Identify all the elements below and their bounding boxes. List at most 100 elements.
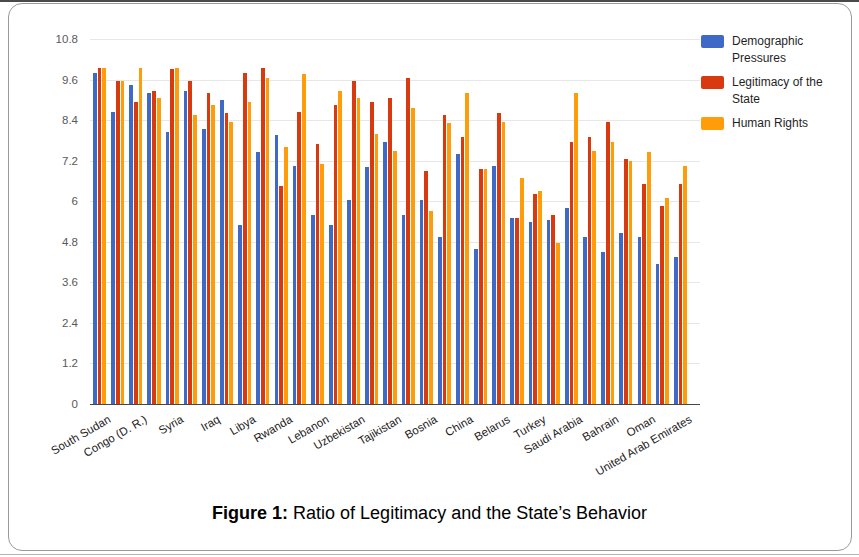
y-axis-tick-label: 2.4	[40, 317, 78, 329]
x-axis-category-label: China	[443, 413, 475, 438]
bar	[601, 252, 605, 404]
bar	[402, 215, 406, 404]
legend-item-demographic-pressures: Demographic Pressures	[701, 33, 839, 67]
bar	[420, 200, 424, 404]
bar	[375, 134, 379, 404]
bar	[316, 144, 320, 404]
y-axis-tick-label: 8.4	[40, 114, 78, 126]
bar	[338, 91, 342, 404]
legend-label: Demographic Pressures	[732, 33, 839, 67]
bar	[647, 152, 651, 404]
bar	[207, 93, 211, 404]
bar	[93, 73, 97, 404]
bar	[660, 206, 664, 404]
legend-swatch-human-rights-icon	[701, 117, 724, 130]
bar	[256, 152, 260, 404]
bar	[547, 220, 551, 404]
bar	[211, 105, 215, 404]
bar	[551, 215, 555, 404]
bar	[510, 218, 514, 404]
bar	[665, 198, 669, 404]
bar	[284, 147, 288, 404]
bar	[261, 68, 265, 404]
legend-swatch-demographic-pressures-icon	[701, 35, 724, 48]
bar	[229, 122, 233, 404]
bar	[129, 85, 133, 404]
bar	[248, 102, 252, 404]
bar	[565, 208, 569, 404]
bar	[243, 73, 247, 404]
bar	[592, 151, 596, 404]
x-axis-category-label: Congo (D. R.)	[81, 413, 148, 459]
legend-label: Human Rights	[732, 115, 808, 132]
bar	[574, 93, 578, 404]
bar	[624, 159, 628, 404]
chart-legend: Demographic Pressures Legitimacy of the …	[701, 33, 839, 139]
x-axis-category-label: Belarus	[472, 413, 512, 443]
x-axis-category-label: Syria	[156, 413, 185, 436]
bar	[116, 81, 120, 404]
y-axis-tick-label: 7.2	[40, 155, 78, 167]
bar	[388, 98, 392, 404]
caption-text: Ratio of Legitimacy and the State’s Beha…	[293, 503, 647, 523]
bar	[175, 68, 179, 404]
bar	[297, 112, 301, 404]
bar	[238, 225, 242, 404]
bar	[225, 113, 229, 404]
bar	[320, 164, 324, 404]
bar	[447, 123, 451, 404]
bar	[619, 233, 623, 404]
gridline	[90, 80, 700, 81]
bar	[111, 112, 115, 404]
bar	[411, 108, 415, 404]
x-axis-baseline	[90, 404, 700, 405]
bar	[370, 102, 374, 404]
bar	[220, 100, 224, 404]
bar	[393, 151, 397, 404]
bar	[497, 113, 501, 404]
bar	[570, 142, 574, 404]
bar	[474, 249, 478, 404]
y-axis-tick-label: 10.8	[40, 33, 78, 45]
bar	[202, 129, 206, 404]
bar	[484, 169, 488, 404]
bar	[184, 91, 188, 404]
bar	[674, 257, 678, 404]
bar	[383, 142, 387, 404]
bar	[139, 68, 143, 404]
bar	[456, 154, 460, 404]
bar	[461, 137, 465, 404]
bar	[683, 166, 687, 404]
bar	[347, 200, 351, 404]
legend-swatch-legitimacy-of-the-state-icon	[701, 76, 724, 89]
y-axis-tick-label: 1.2	[40, 357, 78, 369]
bar	[556, 243, 560, 404]
bar	[152, 91, 156, 404]
bar	[538, 191, 542, 404]
x-axis-category-label: Bahrain	[580, 413, 620, 443]
gridline	[90, 39, 700, 40]
y-axis-tick-label: 3.6	[40, 276, 78, 288]
bar	[492, 166, 496, 404]
bar	[679, 184, 683, 404]
legend-label: Legitimacy of the State	[732, 74, 839, 108]
bar	[166, 132, 170, 404]
x-axis-category-label: Iraq	[198, 413, 221, 433]
bar	[170, 69, 174, 404]
bar	[352, 81, 356, 404]
bar	[329, 225, 333, 404]
caption-label: Figure 1:	[212, 503, 288, 523]
bar	[438, 237, 442, 404]
bar	[533, 194, 537, 404]
bar	[279, 186, 283, 404]
bar	[611, 142, 615, 404]
figure-caption: Figure 1:Ratio of Legitimacy and the Sta…	[0, 503, 859, 524]
bar	[642, 184, 646, 404]
bar	[424, 171, 428, 404]
y-axis-tick-label: 0	[40, 398, 78, 410]
bar	[638, 237, 642, 404]
bar	[121, 81, 125, 404]
bar	[520, 178, 524, 404]
legend-item-human-rights: Human Rights	[701, 115, 839, 132]
bar	[98, 68, 102, 404]
